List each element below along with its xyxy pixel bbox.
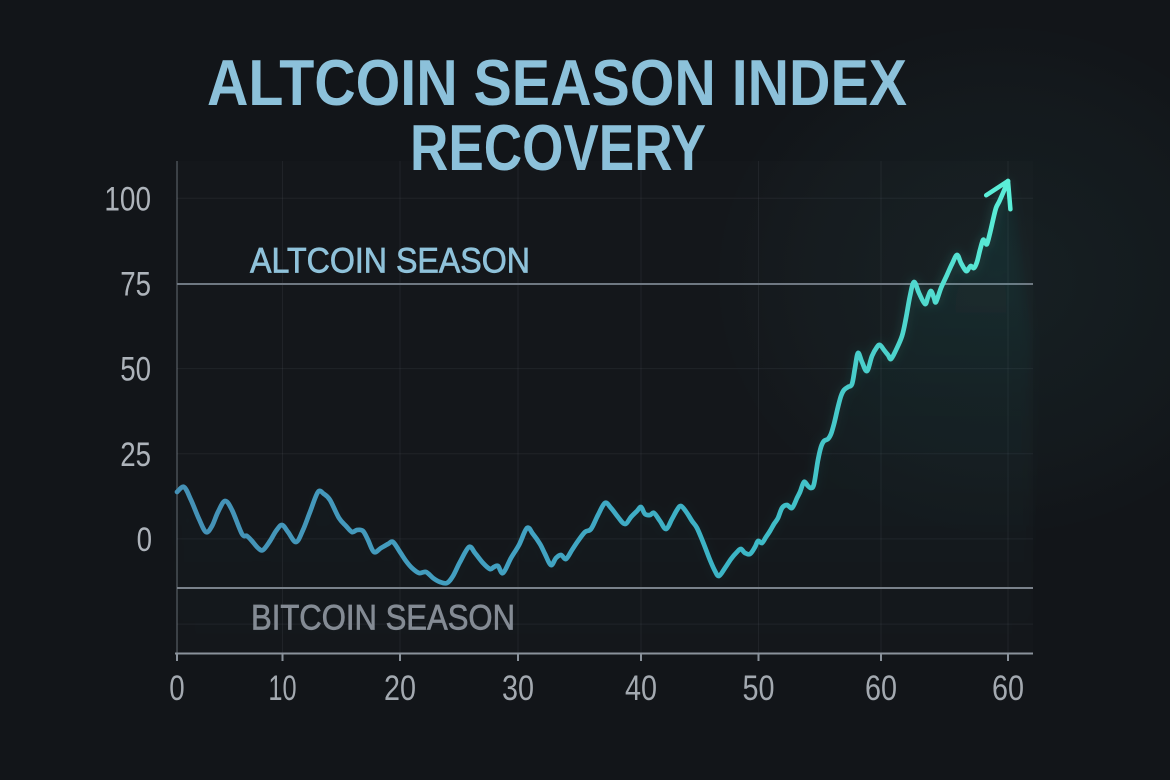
svg-text:30: 30 — [502, 669, 534, 708]
svg-text:50: 50 — [743, 669, 775, 708]
svg-text:20: 20 — [384, 669, 416, 708]
svg-text:RECOVERY: RECOVERY — [410, 111, 706, 184]
svg-text:0: 0 — [169, 669, 184, 708]
svg-text:100: 100 — [104, 180, 151, 218]
svg-text:ALTCOIN SEASON INDEX: ALTCOIN SEASON INDEX — [207, 46, 907, 119]
svg-text:BITCOIN SEASON: BITCOIN SEASON — [251, 599, 515, 638]
svg-text:0: 0 — [137, 521, 152, 559]
svg-text:10: 10 — [268, 669, 296, 708]
svg-text:50: 50 — [120, 351, 151, 389]
svg-text:75: 75 — [120, 266, 151, 304]
svg-text:60: 60 — [865, 669, 897, 708]
svg-text:ALTCOIN SEASON: ALTCOIN SEASON — [250, 242, 530, 281]
svg-text:60: 60 — [992, 669, 1024, 708]
svg-text:40: 40 — [625, 669, 657, 708]
svg-text:25: 25 — [120, 436, 151, 474]
